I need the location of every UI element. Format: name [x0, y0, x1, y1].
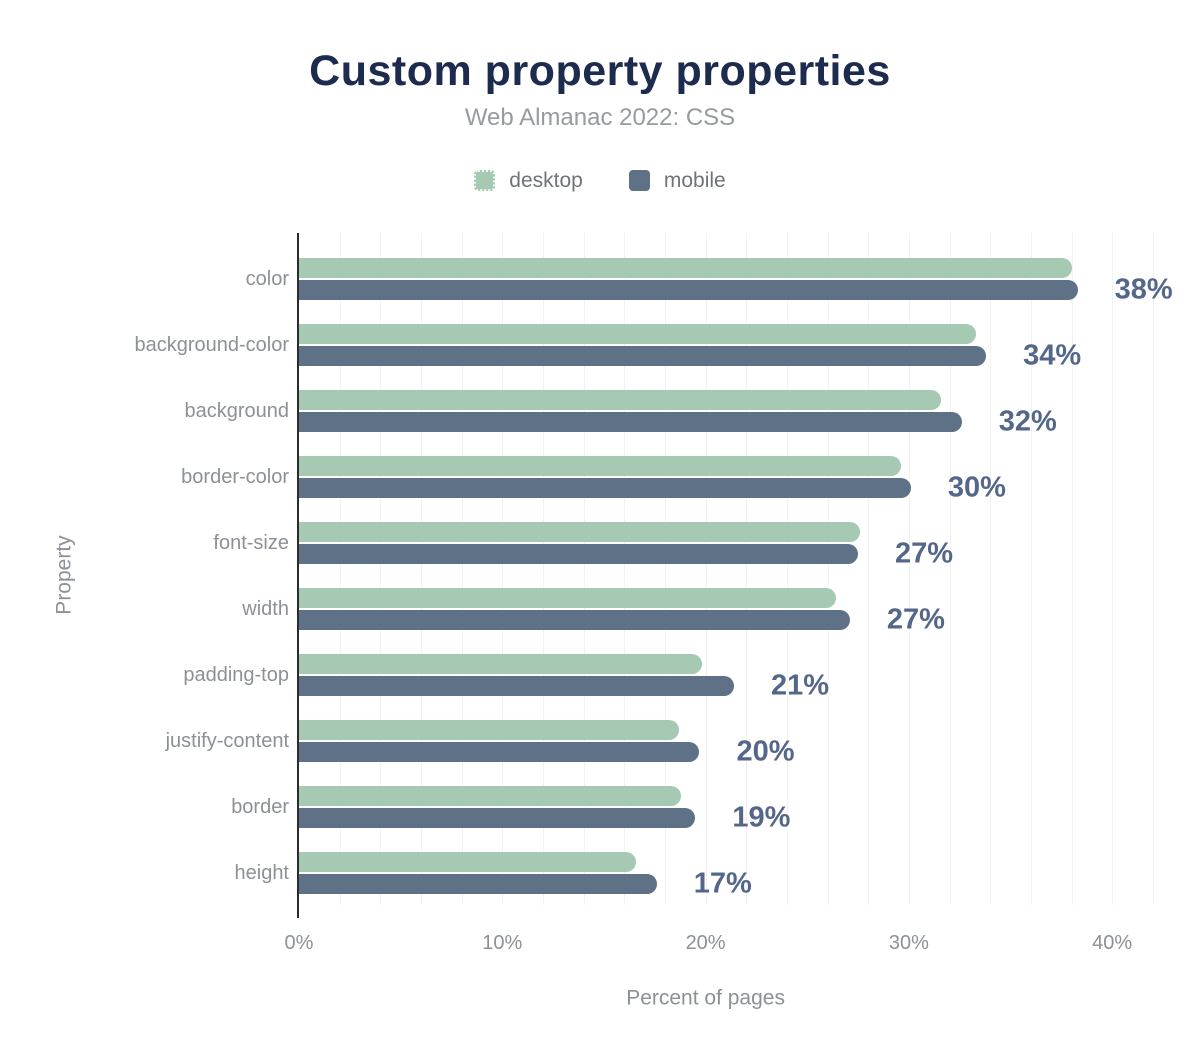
chart-row: background-color 34% [134, 312, 1163, 378]
gridline [868, 233, 870, 905]
legend-label-mobile: mobile [663, 169, 726, 192]
category-label: background-color [134, 334, 289, 356]
chart-subtitle: Web Almanac 2022: CSS [464, 104, 736, 131]
x-tick-label: 10% [482, 932, 523, 954]
chart-row: font-size 27% [213, 510, 1163, 576]
category-label: color [245, 268, 289, 290]
data-label: 21% [771, 669, 830, 702]
legend-item-mobile[interactable]: mobile [628, 169, 726, 192]
bar-mobile [299, 610, 850, 630]
category-label: justify-content [165, 730, 289, 752]
gridline [908, 233, 910, 905]
gridline [746, 233, 748, 905]
data-label: 32% [998, 405, 1057, 438]
category-label: border [231, 796, 289, 818]
bar-desktop [299, 390, 942, 410]
category-label: font-size [213, 532, 289, 554]
gridline [664, 233, 666, 905]
chart-row: border 19% [231, 774, 1163, 840]
gridline [786, 233, 788, 905]
x-tick-label: 0% [284, 932, 314, 954]
desktop-swatch-icon [474, 170, 496, 191]
bar-desktop [299, 720, 680, 740]
bar-mobile [299, 676, 735, 696]
data-label: 19% [732, 801, 791, 834]
bar-desktop [299, 324, 976, 344]
x-tick-label: 30% [888, 932, 929, 954]
bar-desktop [299, 522, 861, 542]
bar-desktop [299, 852, 637, 872]
category-label: width [242, 598, 289, 620]
bar-desktop [299, 654, 702, 674]
chart-row: border-color 30% [181, 444, 1163, 510]
category-label: padding-top [183, 664, 289, 686]
bar-mobile [299, 478, 911, 498]
bar-mobile [299, 412, 962, 432]
bar-mobile [299, 346, 987, 366]
chart-row: justify-content 20% [166, 708, 1163, 774]
legend: desktop mobile [0, 170, 1200, 191]
y-axis-title: Property [52, 535, 76, 615]
bar-desktop [299, 258, 1072, 278]
chart-row: padding-top 21% [183, 642, 1163, 708]
category-label: border-color [181, 466, 289, 488]
gridline [624, 233, 626, 905]
x-axis-title: Percent of pages [626, 986, 785, 1010]
x-tick-label: 40% [1092, 932, 1133, 954]
legend-item-desktop[interactable]: desktop [474, 170, 583, 191]
legend-label-desktop: desktop [509, 169, 583, 192]
gridline [949, 233, 951, 905]
gridline [502, 233, 504, 905]
data-label: 27% [895, 537, 954, 570]
data-label: 38% [1114, 273, 1173, 306]
chart-row: height 17% [235, 840, 1163, 906]
gridline [339, 233, 341, 905]
data-label: 34% [1023, 339, 1082, 372]
data-label: 27% [886, 603, 945, 636]
gridline [1071, 233, 1073, 905]
chart-row: width 27% [242, 576, 1163, 642]
bar-mobile [299, 808, 696, 828]
data-label: 17% [693, 867, 752, 900]
plot-area: 0% 10% 20% 30% 40% Percent of pages [285, 233, 1163, 1009]
gridline [705, 233, 707, 905]
bar-mobile [299, 874, 657, 894]
y-axis-line [297, 233, 299, 918]
gridline [583, 233, 585, 905]
gridline [461, 233, 463, 905]
gridline [990, 233, 992, 905]
gridline [827, 233, 829, 905]
bar-desktop [299, 588, 836, 608]
data-label: 30% [947, 471, 1006, 504]
x-tick-label: 20% [685, 932, 726, 954]
data-label: 20% [736, 735, 795, 768]
mobile-swatch-icon [628, 170, 650, 191]
category-label: background [184, 400, 289, 422]
bar-mobile [299, 742, 700, 762]
gridline [380, 233, 382, 905]
chart-row: background 32% [184, 378, 1163, 444]
gridline [542, 233, 544, 905]
gridline [1152, 233, 1154, 905]
bar-desktop [299, 456, 901, 476]
gridline [1112, 233, 1114, 905]
category-label: height [234, 862, 290, 884]
chart-title: Custom property properties [309, 47, 891, 95]
chart-row: color 38% [246, 246, 1173, 312]
bar-mobile [299, 544, 859, 564]
rows-layer: color 38% background-color 34% background 32%… [134, 246, 1173, 906]
bar-desktop [299, 786, 682, 806]
gridline [420, 233, 422, 905]
gridline [1030, 233, 1032, 905]
bar-mobile [299, 280, 1078, 300]
